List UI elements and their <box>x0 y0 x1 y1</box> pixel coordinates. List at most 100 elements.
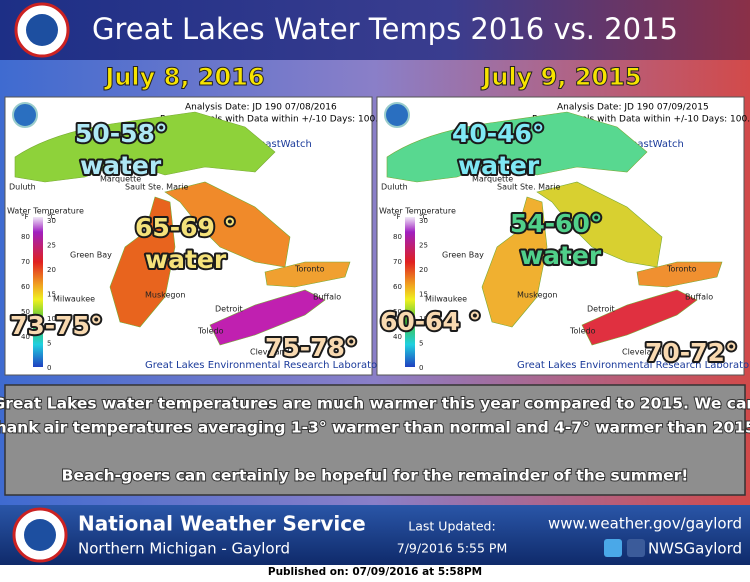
legend-tick: 30 <box>47 217 56 225</box>
temp-annotation: 65-69 ° <box>135 213 236 242</box>
legend-tick: 60 <box>393 283 402 291</box>
map-panel: Analysis Date: JD 190 07/08/2016 Percent … <box>4 96 393 376</box>
city-label: Cleveland <box>622 348 662 357</box>
city-label: Marquette <box>472 175 513 184</box>
noaa-logo <box>384 102 410 128</box>
city-label: Sault Ste. Marie <box>497 183 560 192</box>
legend-tick: 50 <box>21 308 30 316</box>
lake <box>209 289 326 346</box>
legend-tick: 20 <box>419 266 428 274</box>
city-label: Muskegon <box>517 291 557 300</box>
title: Great Lakes Water Temps 2016 vs. 2015 <box>92 12 678 46</box>
city-label: Detroit <box>215 305 243 314</box>
legend-tick: 20 <box>47 266 56 274</box>
temp-annotation: 50-58° <box>75 119 167 148</box>
analysis-date: Analysis Date: JD 190 07/09/2015 <box>557 103 709 113</box>
footer-bar <box>0 505 750 565</box>
city-label: Duluth <box>381 183 408 192</box>
legend-tick: 5 <box>47 340 51 348</box>
office-location: Northern Michigan - Gaylord <box>78 540 290 558</box>
legend-tick: 80 <box>21 233 30 241</box>
legend-tick: 50 <box>393 308 402 316</box>
published-bar <box>0 565 750 578</box>
lab-name: Great Lakes Environmental Research Labor… <box>145 360 387 371</box>
body-line: Beach-goers can certainly be hopeful for… <box>62 467 689 485</box>
legend-unit: °C <box>419 213 428 221</box>
social-handle[interactable]: NWSGaylord <box>648 540 742 558</box>
coverage: Percent Pixels with Data within +/-10 Da… <box>532 115 750 125</box>
temp-annotation: 40-46° <box>452 119 544 148</box>
body-line: Great Lakes water temperatures are much … <box>0 395 750 413</box>
lake <box>14 111 276 183</box>
temp-annotation: water <box>458 151 540 180</box>
color-bar <box>405 217 415 367</box>
legend-tick: 80 <box>393 233 402 241</box>
city-label: Milwaukee <box>53 295 95 304</box>
city-label: Muskegon <box>145 291 185 300</box>
city-label: Detroit <box>587 305 615 314</box>
header-bar <box>0 0 750 60</box>
body-line: thank air temperatures averaging 1-3° wa… <box>0 419 750 437</box>
legend-tick: 0 <box>419 364 423 372</box>
coverage: Percent Pixels with Data within +/-10 Da… <box>160 115 393 125</box>
legend-tick: 15 <box>419 291 428 299</box>
website[interactable]: www.weather.gov/gaylord <box>548 515 742 533</box>
twitter-icon[interactable] <box>604 539 622 557</box>
city-label: Marquette <box>100 175 141 184</box>
legend-tick: 5 <box>419 340 423 348</box>
legend-title: Water Temperature <box>379 207 456 216</box>
city-label: Buffalo <box>685 293 713 302</box>
panel-date: July 9, 2015 <box>480 63 641 91</box>
legend-tick: 10 <box>47 315 56 323</box>
published: Published on: 07/09/2016 at 5:58PM <box>268 566 482 578</box>
temp-annotation: water <box>520 241 602 270</box>
lake <box>386 111 648 183</box>
lab-name: Great Lakes Environmental Research Labor… <box>517 360 750 371</box>
lake <box>164 181 291 268</box>
facebook-icon[interactable] <box>627 539 645 557</box>
city-label: Duluth <box>9 183 36 192</box>
city-label: Toledo <box>569 327 596 336</box>
legend-tick: 25 <box>419 242 428 250</box>
lake <box>264 261 351 288</box>
temp-annotation: water <box>80 151 162 180</box>
lake <box>536 181 663 268</box>
temp-annotation: 73-75° <box>10 311 102 340</box>
city-label: Green Bay <box>70 251 112 260</box>
panel-date: July 8, 2016 <box>103 63 264 91</box>
city-label: Green Bay <box>442 251 484 260</box>
legend-tick: 30 <box>419 217 428 225</box>
nws-logo-inner <box>26 14 58 46</box>
noaa-logo <box>12 102 38 128</box>
legend-tick: 40 <box>21 333 30 341</box>
legend-tick: 25 <box>47 242 56 250</box>
text-box <box>4 384 746 496</box>
panels: Analysis Date: JD 190 07/08/2016 Percent … <box>4 96 750 376</box>
legend-title: Water Temperature <box>7 207 84 216</box>
legend-unit: °C <box>47 213 56 221</box>
legend-tick: 10 <box>419 315 428 323</box>
legend-tick: 70 <box>393 258 402 266</box>
city-label: Toronto <box>666 265 697 274</box>
city-label: Sault Ste. Marie <box>125 183 188 192</box>
updated-label: Last Updated: <box>408 519 495 534</box>
city-label: Toronto <box>294 265 325 274</box>
updated-time: 7/9/2016 5:55 PM <box>397 541 507 556</box>
legend-tick: 70 <box>21 258 30 266</box>
color-bar <box>33 217 43 367</box>
legend-tick: 0 <box>47 364 51 372</box>
city-label: Toledo <box>197 327 224 336</box>
lake <box>581 289 698 346</box>
temp-annotation: 70-72° <box>645 338 737 367</box>
temp-annotation: 60-64 ° <box>380 307 481 336</box>
office-name: National Weather Service <box>78 512 366 536</box>
temp-annotation: 75-78° <box>265 333 357 362</box>
city-label: Cleveland <box>250 348 290 357</box>
legend-unit: °F <box>393 213 401 221</box>
city-label: Milwaukee <box>425 295 467 304</box>
legend-tick: 15 <box>47 291 56 299</box>
lake <box>109 196 176 328</box>
legend-tick: 60 <box>21 283 30 291</box>
map-panel: Analysis Date: JD 190 07/09/2015 Percent … <box>376 96 750 376</box>
